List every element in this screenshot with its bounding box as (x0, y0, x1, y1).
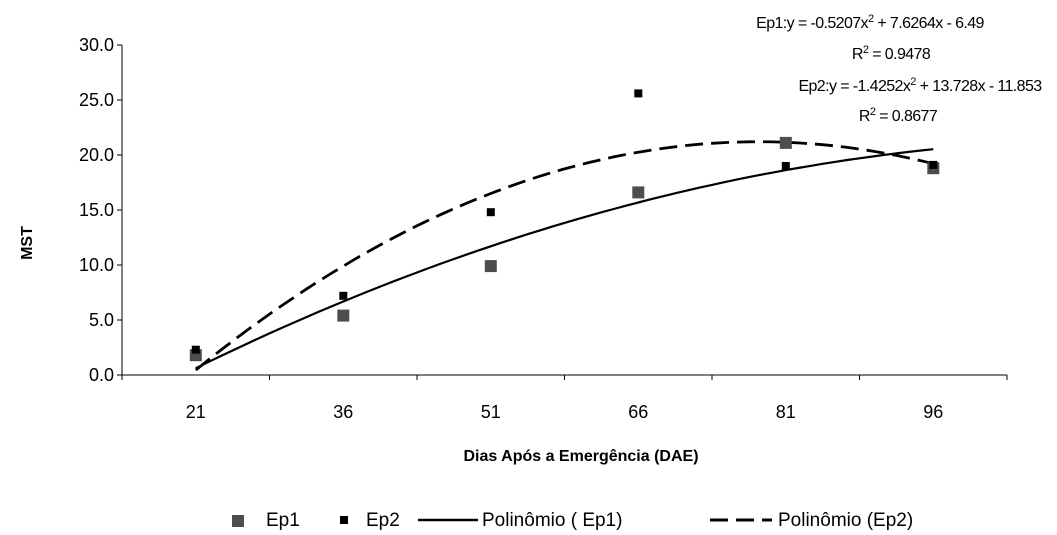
ep1-equation: Ep1:y = -0.5207x2 + 7.6264x - 6.49 (756, 13, 984, 32)
legend-ep1-label: Ep1 (266, 510, 300, 531)
legend-ep1-marker (232, 515, 244, 527)
x-tick-label: 21 (186, 402, 206, 422)
legend-trend-ep1-label: Polinômio ( Ep1) (482, 510, 622, 531)
y-tick-label: 25.0 (79, 90, 114, 110)
ep2-point (634, 89, 643, 98)
x-tick-label: 66 (628, 402, 648, 422)
ep2-point (929, 160, 938, 169)
ep1-point (779, 136, 792, 149)
trendline-ep1 (195, 148, 934, 370)
ep2-equation: Ep2:y = -1.4252x2 + 13.728x - 11.853 (798, 76, 1042, 95)
y-tick-label: 20.0 (79, 145, 114, 165)
legend-ep2-label: Ep2 (366, 510, 400, 531)
ep2-point (486, 208, 495, 217)
trendline-equations: Ep1:y = -0.5207x2 + 7.6264x - 6.49 R2 = … (756, 13, 1043, 125)
ep2-r-squared: R2 = 0.8677 (859, 106, 938, 125)
trendline-ep2 (194, 140, 934, 372)
y-tick-label: 10.0 (79, 255, 114, 275)
x-tick-label: 51 (481, 402, 501, 422)
y-tick-label: 30.0 (79, 35, 114, 55)
y-axis-title: MST (19, 226, 36, 260)
ep1-point (484, 260, 497, 273)
x-tick-label: 81 (776, 402, 796, 422)
legend-ep2-marker (340, 516, 348, 524)
ep2-point (191, 345, 200, 354)
ep1-r-squared: R2 = 0.9478 (852, 44, 931, 63)
y-tick-label: 0.0 (89, 365, 114, 385)
plot-area: 0.0 5.0 10.0 15.0 20.0 25.0 30.0 21 36 51 66 81 96 (79, 35, 1008, 422)
x-tick-label: 36 (333, 402, 353, 422)
x-tick-label: 96 (923, 402, 943, 422)
legend: Ep1 Ep2 Polinômio ( Ep1) Polinômio (Ep2) (232, 510, 913, 531)
ep2-point (781, 162, 790, 170)
legend-trend-ep2-label: Polinômio (Ep2) (778, 510, 913, 531)
y-tick-label: 15.0 (79, 200, 114, 220)
ep1-point (337, 309, 350, 322)
x-axis-title: Dias Após a Emergência (DAE) (463, 448, 698, 465)
y-tick-label: 5.0 (89, 310, 114, 330)
ep2-point (339, 291, 348, 300)
ep1-point (632, 186, 645, 199)
